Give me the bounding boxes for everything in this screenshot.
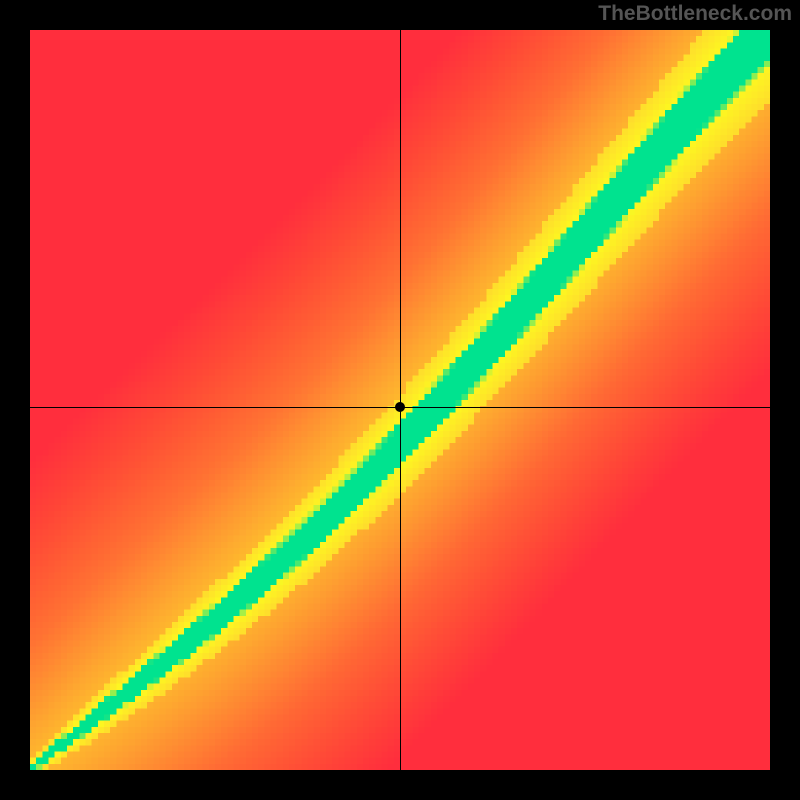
chart-container: { "type": "heatmap", "watermark": { "tex…: [0, 0, 800, 800]
crosshair-vertical-line: [400, 30, 401, 770]
watermark-text: TheBottleneck.com: [598, 2, 792, 26]
